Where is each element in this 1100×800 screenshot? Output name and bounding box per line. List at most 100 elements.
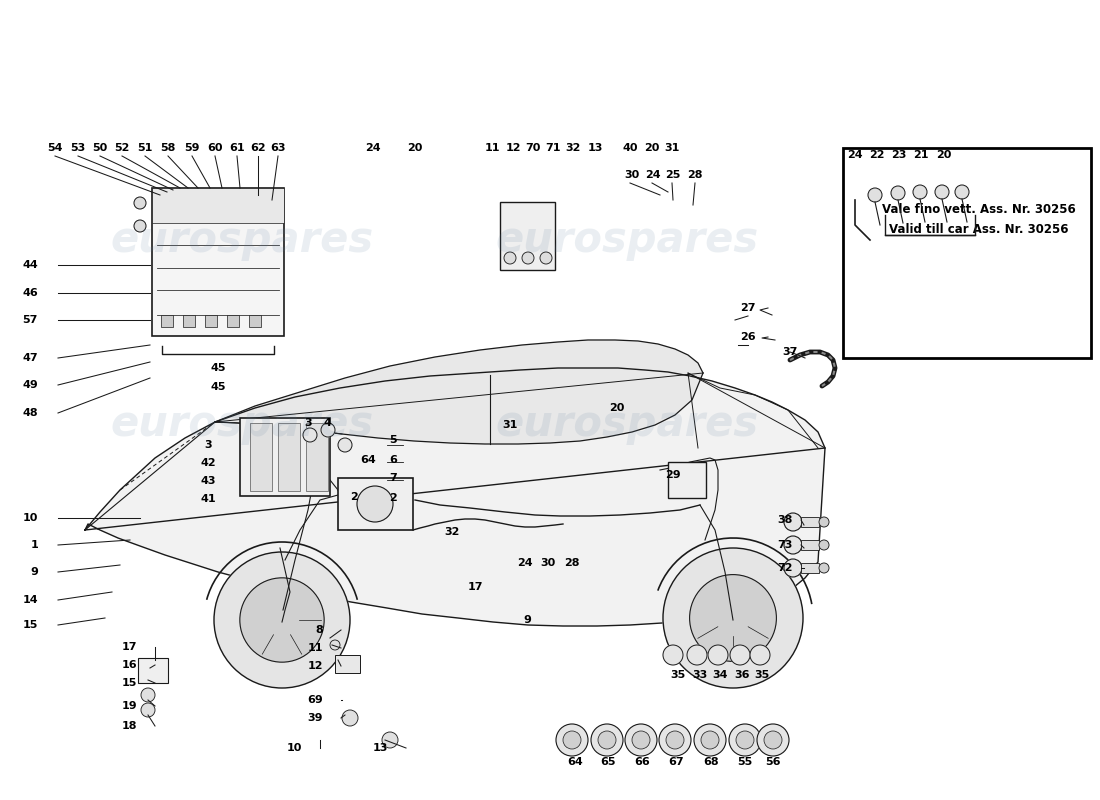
Circle shape	[504, 252, 516, 264]
Circle shape	[134, 197, 146, 209]
Circle shape	[240, 578, 324, 662]
Text: 9: 9	[30, 567, 38, 577]
Text: 24: 24	[646, 170, 661, 180]
Text: 11: 11	[308, 643, 323, 653]
Circle shape	[563, 731, 581, 749]
Text: 71: 71	[546, 143, 561, 153]
Circle shape	[736, 731, 754, 749]
Text: 17: 17	[468, 582, 483, 592]
Circle shape	[358, 486, 393, 522]
Text: eurospares: eurospares	[110, 219, 374, 261]
Text: 67: 67	[668, 757, 684, 767]
Bar	[801, 563, 820, 573]
Bar	[278, 423, 300, 491]
Text: 66: 66	[634, 757, 650, 767]
Bar	[801, 517, 820, 527]
Text: 19: 19	[121, 701, 138, 711]
Text: 47: 47	[22, 353, 38, 363]
Bar	[306, 423, 328, 491]
Text: 31: 31	[503, 420, 518, 430]
Text: 42: 42	[200, 458, 216, 468]
Text: 51: 51	[138, 143, 153, 153]
Text: 38: 38	[778, 515, 793, 525]
Circle shape	[868, 188, 882, 202]
Text: 20: 20	[609, 403, 625, 413]
Text: 46: 46	[22, 288, 38, 298]
Text: 18: 18	[121, 721, 138, 731]
Text: 70: 70	[526, 143, 541, 153]
Text: 60: 60	[207, 143, 222, 153]
Text: 24: 24	[365, 143, 381, 153]
Text: 12: 12	[308, 661, 323, 671]
Circle shape	[820, 563, 829, 573]
Bar	[843, 148, 1091, 358]
Text: 20: 20	[407, 143, 422, 153]
Text: 54: 54	[47, 143, 63, 153]
Text: 68: 68	[703, 757, 718, 767]
Text: 10: 10	[287, 743, 303, 753]
Text: 34: 34	[713, 670, 728, 680]
Bar	[138, 658, 168, 683]
Circle shape	[302, 428, 317, 442]
Circle shape	[556, 724, 588, 756]
Text: 30: 30	[625, 170, 639, 180]
Text: 15: 15	[23, 620, 38, 630]
Text: 4: 4	[323, 418, 331, 428]
Text: 36: 36	[735, 670, 750, 680]
Text: 24: 24	[517, 558, 532, 568]
Text: 10: 10	[23, 513, 38, 523]
Text: 3: 3	[305, 418, 311, 428]
Text: 61: 61	[229, 143, 245, 153]
Text: eurospares: eurospares	[110, 403, 374, 445]
Text: 20: 20	[936, 150, 952, 160]
Text: 20: 20	[645, 143, 660, 153]
Text: 9: 9	[524, 615, 531, 625]
Circle shape	[382, 732, 398, 748]
Bar	[249, 315, 261, 327]
Circle shape	[784, 513, 802, 531]
Circle shape	[750, 645, 770, 665]
Bar	[801, 540, 820, 550]
Text: 31: 31	[664, 143, 680, 153]
Text: 58: 58	[161, 143, 176, 153]
Text: Valid till car Ass. Nr. 30256: Valid till car Ass. Nr. 30256	[889, 223, 1069, 236]
Text: 50: 50	[92, 143, 108, 153]
Circle shape	[935, 185, 949, 199]
Circle shape	[708, 645, 728, 665]
Text: 72: 72	[778, 563, 793, 573]
Text: 30: 30	[540, 558, 556, 568]
Text: 13: 13	[373, 743, 388, 753]
Text: 1: 1	[31, 540, 38, 550]
Bar	[250, 423, 272, 491]
Bar	[336, 655, 360, 673]
Circle shape	[820, 540, 829, 550]
Text: 17: 17	[121, 642, 138, 652]
Text: 49: 49	[22, 380, 38, 390]
Circle shape	[632, 731, 650, 749]
Circle shape	[342, 710, 358, 726]
Text: 32: 32	[565, 143, 581, 153]
Circle shape	[214, 552, 350, 688]
Text: 40: 40	[623, 143, 638, 153]
Bar	[338, 478, 412, 530]
Text: 55: 55	[737, 757, 752, 767]
Text: 24: 24	[847, 150, 862, 160]
Text: 27: 27	[740, 303, 756, 313]
Circle shape	[540, 252, 552, 264]
Text: 29: 29	[666, 470, 681, 480]
Circle shape	[757, 724, 789, 756]
Bar	[227, 315, 239, 327]
Text: 44: 44	[22, 260, 38, 270]
Text: 15: 15	[122, 678, 138, 688]
Circle shape	[663, 645, 683, 665]
Text: 14: 14	[22, 595, 38, 605]
Circle shape	[330, 640, 340, 650]
Circle shape	[784, 559, 802, 577]
Text: 21: 21	[913, 150, 928, 160]
Text: 64: 64	[568, 757, 583, 767]
Circle shape	[625, 724, 657, 756]
Text: 16: 16	[121, 660, 138, 670]
Text: 53: 53	[70, 143, 86, 153]
Circle shape	[764, 731, 782, 749]
Circle shape	[729, 724, 761, 756]
